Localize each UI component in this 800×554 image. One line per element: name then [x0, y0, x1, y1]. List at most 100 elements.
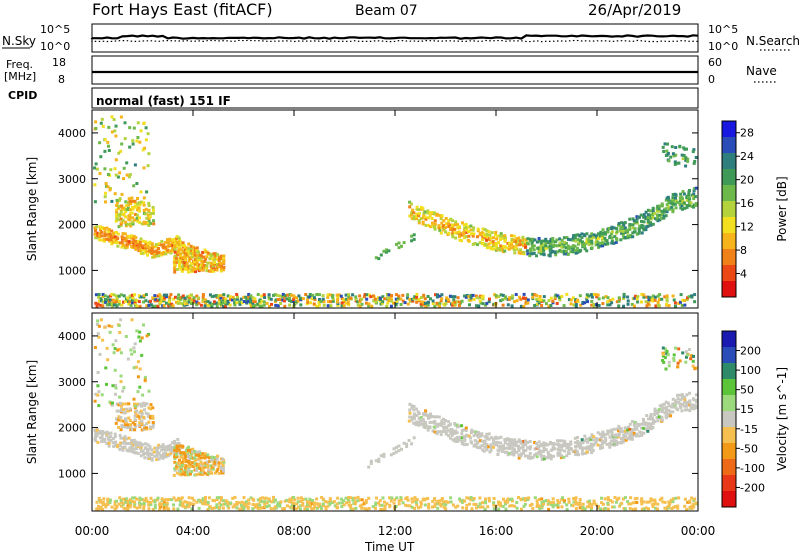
power-cell [219, 269, 223, 273]
velocity-cell [444, 425, 448, 429]
power-cell [558, 237, 562, 241]
velocity-cell [304, 505, 308, 509]
power-cell [548, 244, 552, 248]
velocity-cell [496, 453, 500, 456]
velocity-cell [447, 434, 451, 438]
power-cell [252, 299, 256, 303]
power-cell [273, 300, 277, 304]
velocity-cell [565, 454, 569, 458]
power-cell [251, 304, 255, 308]
power-cell [365, 293, 369, 297]
power-cell [181, 302, 185, 306]
power-cell [143, 146, 146, 150]
velocity-cell [191, 461, 195, 465]
power-cell [220, 264, 224, 268]
power-cell [217, 259, 221, 262]
power-cell [124, 300, 127, 303]
power-cell [158, 293, 162, 297]
power-cell [519, 239, 523, 243]
velocity-cell [333, 504, 337, 508]
power-cell [412, 215, 416, 219]
velocity-cell [416, 410, 420, 414]
velocity-cell [149, 407, 153, 411]
velocity-cell [128, 498, 132, 502]
power-cell [497, 241, 500, 245]
power-cell [526, 252, 530, 256]
velocity-cell [455, 431, 459, 435]
velocity-cell [133, 428, 137, 432]
velocity-cell [94, 392, 98, 396]
velocity-cell [606, 429, 610, 433]
velocity-cell [624, 434, 628, 438]
power-cell [515, 237, 519, 241]
velocity-cell [412, 414, 416, 418]
power-cell [99, 299, 103, 303]
power-cell [223, 304, 227, 308]
velocity-cell [193, 456, 197, 460]
power-cell [174, 295, 177, 299]
power-cell [283, 299, 286, 303]
power-cell [207, 251, 211, 255]
velocity-cell [653, 502, 657, 506]
velocity-cell [133, 350, 136, 354]
power-cell [594, 293, 598, 297]
velocity-cell [328, 499, 332, 503]
power-cell [101, 293, 105, 296]
power-cell [126, 201, 130, 205]
power-cell [622, 221, 626, 225]
velocity-cell [460, 442, 464, 446]
power-cell [151, 211, 155, 215]
velocity-cell [171, 445, 174, 449]
velocity-cells [93, 318, 698, 511]
velocity-cell [145, 426, 148, 430]
velocity-cell [119, 419, 123, 423]
power-cell [205, 255, 209, 259]
power-cell [144, 244, 148, 248]
power-cell [321, 294, 325, 298]
velocity-cell [569, 447, 573, 450]
freq-right-tick-top: 60 [708, 56, 722, 69]
velocity-cell [124, 411, 127, 415]
velocity-cell [629, 496, 633, 500]
velocity-cell [503, 446, 507, 450]
power-cell [677, 302, 681, 305]
velocity-cell [640, 422, 644, 426]
velocity-cell [135, 329, 139, 333]
power-cell [537, 239, 541, 243]
power-cell [129, 208, 133, 211]
velocity-cell [113, 435, 117, 439]
power-cell [631, 226, 635, 230]
power-cell [216, 263, 220, 267]
colorbar-tick-label: 15 [740, 403, 754, 416]
velocity-cell [663, 347, 667, 351]
velocity-cell [508, 452, 512, 455]
velocity-cell [353, 496, 357, 500]
power-cell [191, 251, 195, 255]
power-cell [683, 206, 687, 210]
power-cell [312, 302, 316, 306]
power-cell [645, 304, 649, 308]
power-cell [686, 157, 690, 161]
velocity-cell [150, 452, 154, 456]
power-cell [187, 259, 191, 263]
power-cell [635, 215, 639, 219]
power-cell [146, 220, 150, 224]
power-cell [196, 296, 200, 300]
power-cell [426, 223, 430, 227]
power-cell [219, 254, 223, 258]
power-cell [258, 301, 262, 305]
power-cell [151, 244, 154, 247]
power-cell [539, 252, 543, 256]
velocity-cell [556, 505, 560, 509]
power-cell [201, 298, 205, 302]
power-cell [179, 252, 183, 256]
power-cell [210, 267, 214, 271]
power-cell [671, 199, 675, 203]
power-cell [395, 299, 399, 303]
velocity-cell [569, 440, 573, 444]
power-cell [535, 294, 539, 298]
power-cell [128, 199, 132, 203]
power-cell [133, 204, 137, 208]
velocity-cell [423, 421, 427, 424]
power-cell [374, 300, 378, 304]
